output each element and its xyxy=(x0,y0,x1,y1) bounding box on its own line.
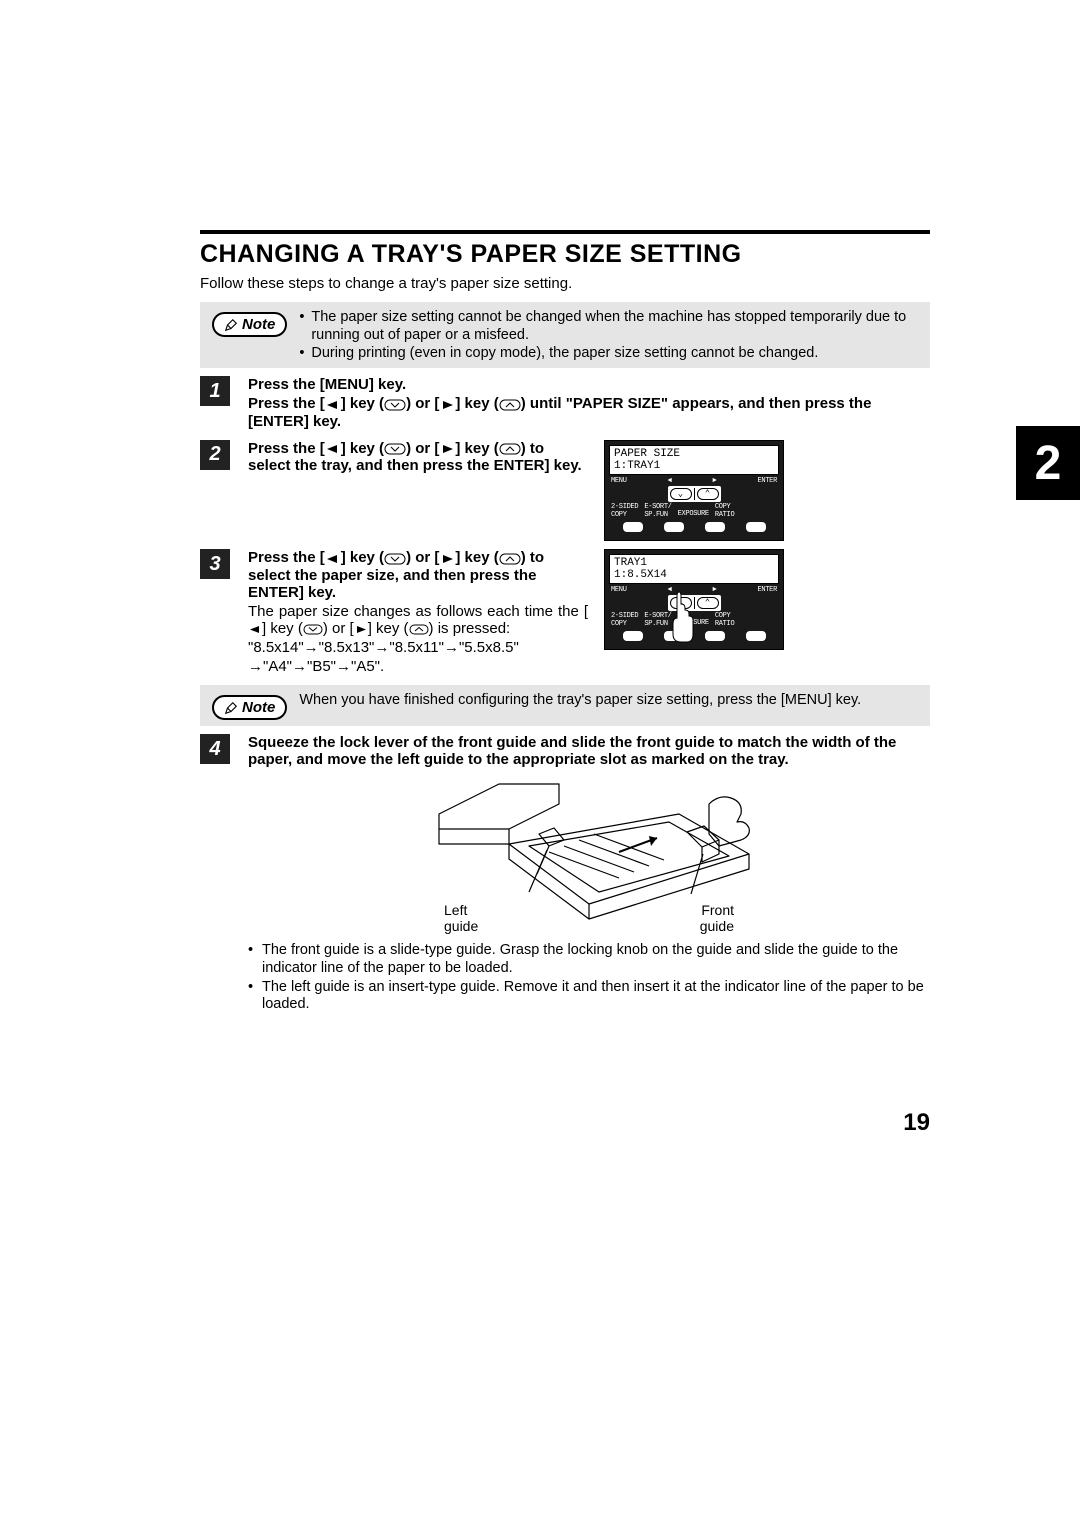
lcd-line1: PAPER SIZE xyxy=(614,448,774,460)
step3-sizes: "8.5x14"→"8.5x13"→"8.5x11"→"5.5x8.5" xyxy=(248,639,588,656)
note-block-2: Note When you have finished configuring … xyxy=(200,685,930,726)
panel-copyratio-label: COPY xyxy=(715,612,735,620)
panel-esort-label: E-SORT/ xyxy=(644,503,671,511)
left-arrow-icon xyxy=(325,550,341,567)
note-badge: Note xyxy=(212,695,287,720)
control-panel-1: PAPER SIZE 1:TRAY1 MENU ◄ ► ENTER ⌄ ⌃ xyxy=(604,440,784,541)
step3-sizes2: →"A4"→"B5"→"A5". xyxy=(248,658,588,675)
panel-exposure-label: EXPOSURE xyxy=(678,510,709,518)
oval-down-icon xyxy=(384,550,406,567)
note2-text: When you have finished configuring the t… xyxy=(299,691,861,709)
lcd-line2: 1:TRAY1 xyxy=(614,460,774,472)
left-guide-label: Left guide xyxy=(444,902,504,934)
step1-line2: Press the [] key () or [] key () until "… xyxy=(248,395,930,430)
step4-bold: Squeeze the lock lever of the front guid… xyxy=(248,734,930,768)
lcd-line1: TRAY1 xyxy=(614,557,774,569)
step3-desc: The paper size changes as follows each t… xyxy=(248,603,588,638)
page-number: 19 xyxy=(903,1109,930,1137)
panel-up-button: ⌃ xyxy=(697,488,719,500)
panel-menu-label: MENU xyxy=(611,586,627,594)
step4-bullet: The front guide is a slide-type guide. G… xyxy=(248,942,930,977)
right-arrow-icon xyxy=(439,550,455,567)
panel-button xyxy=(705,522,725,532)
panel-spfun-label: SP.FUN xyxy=(644,511,671,519)
page-title: CHANGING A TRAY'S PAPER SIZE SETTING xyxy=(200,240,930,269)
note-label: Note xyxy=(242,699,275,716)
oval-down-icon xyxy=(384,396,406,413)
step1-line1: Press the [MENU] key. xyxy=(248,376,930,393)
panel-up-button: ⌃ xyxy=(697,597,719,609)
step-number: 3 xyxy=(200,549,230,579)
section-tab: 2 xyxy=(1016,426,1080,500)
panel-button xyxy=(746,631,766,641)
panel-menu-label: MENU xyxy=(611,477,627,485)
step4-bullet: The left guide is an insert-type guide. … xyxy=(248,979,930,1014)
front-guide-label: Front guide xyxy=(674,902,734,934)
step-number: 4 xyxy=(200,734,230,764)
lcd-line2: 1:8.5X14 xyxy=(614,569,774,581)
oval-up-icon xyxy=(499,440,521,457)
panel-2sided-label: 2-SIDED xyxy=(611,503,638,511)
oval-up-icon xyxy=(409,620,429,637)
pencil-icon xyxy=(224,701,238,715)
step-number: 1 xyxy=(200,376,230,406)
panel-2sided-label: 2-SIDED xyxy=(611,612,638,620)
pencil-icon xyxy=(224,318,238,332)
finger-pointer-icon xyxy=(667,590,697,646)
panel-enter-label: ENTER xyxy=(757,477,777,485)
step2-text: Press the [] key () or [] key () to sele… xyxy=(248,440,588,475)
left-arrow-icon xyxy=(248,620,262,637)
panel-button xyxy=(623,522,643,532)
panel-ratio-label: RATIO xyxy=(715,620,735,628)
panel-copy-label: COPY xyxy=(611,620,638,628)
panel-enter-label: ENTER xyxy=(757,586,777,594)
panel-copy-label: COPY xyxy=(611,511,638,519)
step-3: 3 Press the [] key () or [] key () to se… xyxy=(200,549,930,677)
intro-text: Follow these steps to change a tray's pa… xyxy=(200,275,930,292)
note-block-1: Note The paper size setting cannot be ch… xyxy=(200,302,930,368)
panel-button xyxy=(705,631,725,641)
right-tri-icon: ► xyxy=(713,477,717,485)
note1-item: The paper size setting cannot be changed… xyxy=(299,308,920,344)
panel-down-button: ⌄ xyxy=(670,488,692,500)
note-badge: Note xyxy=(212,312,287,337)
right-arrow-icon xyxy=(439,396,455,413)
panel-ratio-label: RATIO xyxy=(715,511,735,519)
note1-item: During printing (even in copy mode), the… xyxy=(299,344,920,362)
panel-button xyxy=(746,522,766,532)
note-label: Note xyxy=(242,316,275,333)
panel-button xyxy=(664,522,684,532)
left-arrow-icon xyxy=(325,396,341,413)
panel-copyratio-label: COPY xyxy=(715,503,735,511)
oval-down-icon xyxy=(303,620,323,637)
oval-up-icon xyxy=(499,396,521,413)
right-arrow-icon xyxy=(439,440,455,457)
step-number: 2 xyxy=(200,440,230,470)
control-panel-2: TRAY1 1:8.5X14 MENU ◄ ► ENTER ⌄ ⌃ xyxy=(604,549,784,650)
oval-down-icon xyxy=(384,440,406,457)
step-2: 2 Press the [] key () or [] key () to se… xyxy=(200,440,930,541)
left-tri-icon: ◄ xyxy=(668,477,672,485)
left-arrow-icon xyxy=(325,440,341,457)
right-arrow-icon xyxy=(354,620,368,637)
oval-up-icon xyxy=(499,550,521,567)
panel-button xyxy=(623,631,643,641)
step-1: 1 Press the [MENU] key. Press the [] key… xyxy=(200,376,930,432)
right-tri-icon: ► xyxy=(713,586,717,594)
step3-bold: Press the [] key () or [] key () to sele… xyxy=(248,549,588,601)
step-4: 4 Squeeze the lock lever of the front gu… xyxy=(200,734,930,1016)
